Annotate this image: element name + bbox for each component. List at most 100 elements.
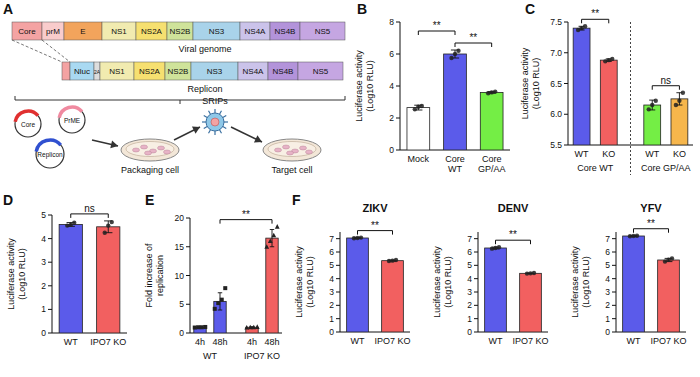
replicon-segment [191,62,238,80]
marks [623,234,680,332]
y-tick-label: 6.5 [550,79,562,89]
point [610,57,614,61]
marks [485,245,542,332]
segment-label: NS2B [168,67,189,76]
y-tick [48,262,52,263]
x-tick-label: WT [575,149,589,159]
point [420,104,424,108]
spike [209,111,211,114]
y-axis [478,232,479,332]
spike [223,116,226,118]
y-tick-label: 5 [179,299,184,309]
y-tick-label: 2 [41,281,46,291]
y-axis [52,215,53,333]
point [654,99,658,103]
panel-letter: C [525,1,535,17]
point [681,91,685,95]
plasmid-label: Replicon [37,151,63,159]
segment-label: Nluc [74,67,90,76]
spike [223,127,226,129]
y-tick [564,145,568,146]
replicon-segment [134,62,165,80]
plasmid [15,111,41,137]
cell [145,151,152,155]
panel-letter: A [3,1,13,17]
y-axis-label: (Log10 RLU) [17,248,27,300]
point [674,103,678,107]
significance-bracket [220,220,272,224]
point [394,258,398,262]
y-tick [48,333,52,334]
y-tick-label: 20 [175,213,185,223]
point [264,244,269,249]
x-tick-label: 4h [195,337,205,347]
y-tick-label: 7 [329,234,334,244]
x-tick-label: WT [64,337,78,347]
dish-inner [268,142,316,157]
significance-bracket [455,43,492,47]
chart: DENVLuciferase activity(Log10 RLU)012345… [432,202,549,346]
y-tick-label: 2 [329,300,334,310]
spike [214,109,215,113]
target-label: Target cell [271,165,312,175]
y-tick-label: 0 [179,328,184,338]
chart: DLuciferase activity(Log10 RLU)012345WTI… [3,192,127,347]
bar [573,28,590,145]
segment-label: Core [18,27,36,36]
arrow-head [110,141,118,149]
cell [158,146,165,150]
y-tick [396,118,400,119]
title: YFV [640,202,662,214]
arrow-head [254,135,262,142]
spike [204,127,207,129]
y-tick [564,22,568,23]
x-tick-label-line: Core [445,154,465,164]
y-tick-label: 7 [467,234,472,244]
x-tick-label-line: GP/AA [478,164,506,174]
y-axis-label: replication [155,255,165,296]
y-tick-label: 0 [41,328,46,338]
y-label-group: Fold increase ofreplication [144,243,165,308]
point [497,245,501,249]
x-tick-label: IPO7 KO [374,336,410,346]
marks [59,220,120,333]
group-label: Core WT [577,163,614,173]
marks [193,224,280,333]
genome-segment [42,22,64,40]
y-axis-label: (Log10 RLU) [365,60,375,112]
dish-inner [126,142,174,157]
y-tick [474,252,478,253]
significance-label: ** [509,229,517,240]
y-axis-label: Luciferase activity [6,238,16,310]
y-label-group: Luciferase activity(Log10 RLU) [570,246,591,318]
spike [224,121,228,122]
point [456,49,460,53]
y-label-group: Luciferase activity(Log10 RLU) [432,246,453,318]
x-tick-label: CoreGP/AA [478,154,506,174]
significance-label: ** [469,32,477,43]
y-axis [340,232,341,332]
x-tick-label: IPO7 KO [650,336,686,346]
x-tick-label: WT [645,149,659,159]
y-tick [336,292,340,293]
x-tick-label: 48h [264,337,279,347]
segment-label: NS4B [273,67,294,76]
arrow-line [231,127,262,142]
dashed-guide [12,40,62,62]
genome-segment [64,22,102,40]
y-tick [612,238,616,239]
y-tick-label: 15 [175,242,185,252]
panel-letter: D [3,192,13,208]
y-tick [474,332,478,333]
bar [407,108,430,150]
panel-letter: B [357,1,367,17]
group-label: WT [203,351,217,361]
y-tick-label: 6.0 [550,109,562,119]
replicon-segment [165,62,191,80]
bar [266,238,278,333]
segment-label: NS1 [111,27,127,36]
cell [133,148,140,152]
significance-bracket [496,240,531,244]
segment-label: NS1 [109,67,125,76]
y-axis-label: Luciferase activity [294,246,304,318]
